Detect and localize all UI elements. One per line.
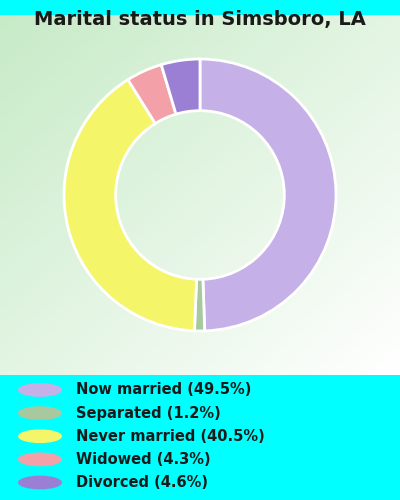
- Circle shape: [18, 430, 62, 443]
- Circle shape: [18, 476, 62, 490]
- Wedge shape: [128, 64, 176, 124]
- Text: Separated (1.2%): Separated (1.2%): [76, 406, 221, 420]
- Text: Marital status in Simsboro, LA: Marital status in Simsboro, LA: [34, 10, 366, 29]
- Wedge shape: [194, 279, 205, 331]
- Circle shape: [18, 406, 62, 420]
- Wedge shape: [161, 59, 200, 114]
- Circle shape: [18, 383, 62, 397]
- Wedge shape: [200, 59, 336, 331]
- Text: Widowed (4.3%): Widowed (4.3%): [76, 452, 211, 467]
- Circle shape: [18, 452, 62, 466]
- Wedge shape: [64, 80, 196, 331]
- Text: Never married (40.5%): Never married (40.5%): [76, 428, 265, 444]
- Text: Now married (49.5%): Now married (49.5%): [76, 382, 251, 398]
- Text: Divorced (4.6%): Divorced (4.6%): [76, 475, 208, 490]
